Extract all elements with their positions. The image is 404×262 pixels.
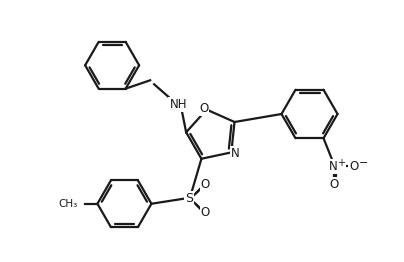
Text: N: N — [231, 147, 240, 160]
Text: O: O — [349, 160, 358, 173]
Text: NH: NH — [169, 98, 187, 111]
Text: S: S — [185, 192, 194, 205]
Text: O: O — [201, 178, 210, 191]
Text: O: O — [201, 206, 210, 219]
Text: N: N — [329, 160, 338, 173]
Text: O: O — [329, 178, 338, 191]
Text: CH₃: CH₃ — [58, 199, 78, 209]
Text: O: O — [199, 102, 208, 115]
Text: −: − — [359, 158, 368, 168]
Text: +: + — [337, 158, 345, 168]
